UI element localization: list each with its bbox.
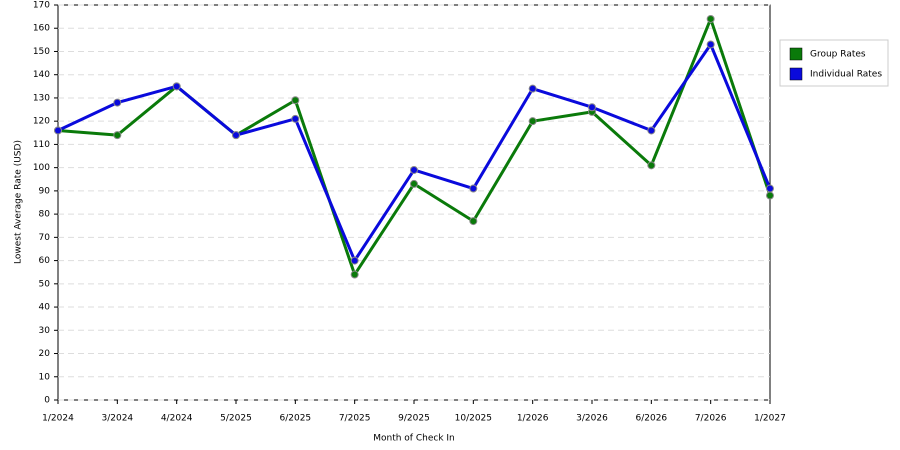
x-tick-label: 1/2027 xyxy=(754,414,786,424)
legend-swatch xyxy=(789,47,803,61)
point xyxy=(706,14,715,23)
x-tick-label: 1/2024 xyxy=(42,414,74,424)
point xyxy=(706,40,715,49)
y-tick-label: 90 xyxy=(39,186,51,196)
y-tick-label: 0 xyxy=(44,396,50,406)
y-tick-label: 50 xyxy=(39,279,51,289)
point xyxy=(350,256,359,265)
y-tick-label: 160 xyxy=(33,24,50,34)
point xyxy=(528,117,537,126)
y-tick-label: 140 xyxy=(33,70,50,80)
legend-label: Individual Rates xyxy=(810,70,882,80)
x-tick-label: 6/2026 xyxy=(635,414,667,424)
point xyxy=(588,103,596,112)
y-tick-label: 170 xyxy=(33,1,50,11)
x-tick-label: 1/2026 xyxy=(517,414,549,424)
x-tick-label: 5/2025 xyxy=(220,414,252,424)
x-tick-label: 10/2025 xyxy=(455,414,492,424)
point xyxy=(469,217,478,226)
point xyxy=(469,184,478,193)
y-tick-label: 150 xyxy=(33,47,50,57)
y-tick-label: 80 xyxy=(39,210,51,220)
legend-label: Group Rates xyxy=(810,50,866,60)
x-axis-label: Month of Check In xyxy=(373,434,455,444)
legend-swatch xyxy=(789,67,803,81)
y-tick-label: 60 xyxy=(39,256,51,266)
point xyxy=(291,114,300,123)
point xyxy=(766,191,774,200)
point xyxy=(410,165,418,174)
y-tick-label: 40 xyxy=(39,303,51,313)
point xyxy=(113,98,122,107)
y-axis-label: Lowest Average Rate (USD) xyxy=(14,140,24,264)
y-tick-label: 10 xyxy=(39,372,51,382)
y-tick-label: 20 xyxy=(39,349,51,359)
point xyxy=(350,270,359,279)
point xyxy=(410,179,418,188)
x-tick-label: 9/2025 xyxy=(398,414,430,424)
point xyxy=(766,184,774,193)
x-tick-label: 3/2024 xyxy=(101,414,133,424)
point xyxy=(647,161,656,170)
y-tick-label: 110 xyxy=(33,140,50,150)
point xyxy=(54,126,62,135)
x-tick-label: 3/2026 xyxy=(576,414,608,424)
point xyxy=(647,126,656,135)
point xyxy=(113,131,122,140)
x-tick-label: 7/2026 xyxy=(695,414,727,424)
y-tick-label: 70 xyxy=(39,233,51,243)
y-tick-label: 100 xyxy=(33,163,50,173)
y-tick-label: 120 xyxy=(33,117,50,127)
y-tick-label: 30 xyxy=(39,326,51,336)
x-tick-label: 6/2025 xyxy=(279,414,311,424)
x-tick-label: 4/2024 xyxy=(161,414,193,424)
plot-area xyxy=(57,4,771,401)
y-tick-label: 130 xyxy=(33,93,50,103)
point xyxy=(232,131,240,140)
point xyxy=(172,82,181,91)
point xyxy=(528,84,537,93)
x-tick-label: 7/2025 xyxy=(339,414,371,424)
point xyxy=(291,96,300,105)
